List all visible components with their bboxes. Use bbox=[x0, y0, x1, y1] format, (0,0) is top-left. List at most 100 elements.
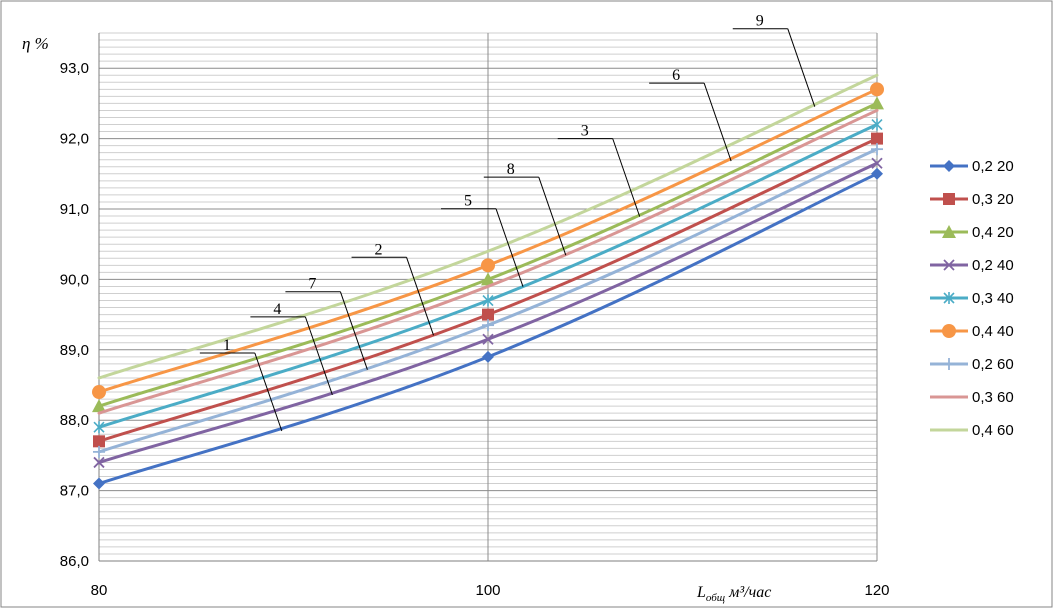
marker-circle bbox=[870, 82, 884, 97]
annotation-3: 3 bbox=[557, 123, 641, 217]
series-line-9 bbox=[97, 73, 879, 380]
x-axis-label: Lобщ м³/час bbox=[696, 584, 771, 604]
legend-entry: 0,4 60 bbox=[930, 422, 1014, 439]
data-point bbox=[871, 118, 883, 131]
data-point bbox=[482, 319, 494, 332]
y-tick-label: 88,0 bbox=[60, 412, 89, 429]
legend-marker bbox=[943, 160, 955, 172]
marker-triangle bbox=[92, 399, 106, 413]
data-point bbox=[93, 435, 105, 448]
annotation-label: 1 bbox=[223, 337, 231, 354]
annotation-leader bbox=[538, 177, 567, 256]
marker-circle bbox=[481, 258, 495, 273]
y-tick-label: 92,0 bbox=[60, 131, 89, 148]
y-axis-label: η % bbox=[22, 34, 49, 53]
y-tick-label: 90,0 bbox=[60, 271, 89, 288]
legend-entry: 0,4 20 bbox=[930, 224, 1014, 241]
annotation-label: 3 bbox=[581, 123, 589, 140]
marker-circle bbox=[942, 324, 956, 338]
data-point bbox=[482, 333, 494, 345]
marker-triangle bbox=[870, 96, 884, 110]
marker-square bbox=[93, 435, 105, 448]
marker-x bbox=[943, 259, 955, 271]
legend-label: 0,2 40 bbox=[972, 257, 1014, 274]
annotation-leader bbox=[254, 352, 283, 432]
x-tick-label: 100 bbox=[475, 582, 500, 599]
y-tick-label: 91,0 bbox=[60, 201, 89, 218]
annotation-9: 9 bbox=[732, 13, 816, 107]
data-point bbox=[871, 167, 883, 180]
annotation-label: 8 bbox=[507, 161, 515, 178]
x-axis-label-sub: общ bbox=[706, 592, 725, 604]
marker-square bbox=[943, 193, 955, 205]
data-point bbox=[482, 308, 494, 321]
legend: 0,2 20 0,3 20 0,4 20 0,2 40 0,3 40 0,4 40 0,2 … bbox=[930, 158, 1014, 439]
legend-marker bbox=[943, 358, 955, 370]
legend-entry: 0,2 20 bbox=[930, 158, 1014, 175]
annotation-leader bbox=[612, 138, 641, 217]
data-point bbox=[871, 157, 883, 169]
annotation-leader bbox=[787, 28, 816, 107]
annotation-7: 7 bbox=[285, 276, 368, 370]
axes: 86,0 87,0 88,0 89,0 90,0 91,0 92,0 93,0 80 100 120 bbox=[60, 33, 890, 599]
annotations: 1 4 7 2 5 8 3 6 9 bbox=[199, 13, 816, 432]
series-line-8 bbox=[97, 108, 879, 415]
legend-entry: 0,4 40 bbox=[930, 323, 1014, 340]
legend-entry: 0,2 60 bbox=[930, 356, 1014, 373]
data-point bbox=[870, 82, 884, 97]
legend-marker bbox=[942, 225, 956, 238]
data-point bbox=[870, 96, 884, 110]
y-tick-label: 93,0 bbox=[60, 60, 89, 77]
legend-label: 0,4 20 bbox=[972, 224, 1014, 241]
annotation-1: 1 bbox=[199, 337, 283, 432]
legend-label: 0,3 60 bbox=[972, 389, 1014, 406]
marker-triangle bbox=[481, 272, 495, 286]
data-point bbox=[482, 294, 494, 307]
legend-marker bbox=[942, 324, 956, 338]
x-axis-label-unit: м³/час bbox=[728, 584, 771, 601]
annotation-leader bbox=[339, 291, 368, 370]
data-point bbox=[871, 143, 883, 156]
data-point bbox=[93, 421, 105, 434]
marker-x bbox=[871, 157, 883, 169]
legend-label: 0,4 60 bbox=[972, 422, 1014, 439]
annotation-4: 4 bbox=[250, 301, 333, 396]
marker-diamond bbox=[482, 350, 494, 363]
data-point bbox=[481, 258, 495, 273]
annotation-5: 5 bbox=[441, 193, 524, 287]
y-tick-label: 87,0 bbox=[60, 483, 89, 500]
marker-diamond bbox=[871, 167, 883, 180]
legend-marker bbox=[943, 292, 955, 304]
x-axis-label-main: L bbox=[696, 584, 706, 601]
marker-diamond bbox=[93, 477, 105, 490]
marker-x bbox=[482, 333, 494, 345]
legend-entry: 0,3 60 bbox=[930, 389, 1014, 406]
data-point bbox=[93, 456, 105, 469]
data-point bbox=[93, 477, 105, 490]
annotation-6: 6 bbox=[649, 67, 732, 162]
marker-circle bbox=[92, 385, 106, 400]
marker-triangle bbox=[942, 225, 956, 238]
annotation-label: 5 bbox=[464, 193, 472, 210]
legend-entry: 0,3 40 bbox=[930, 290, 1014, 307]
annotation-label: 9 bbox=[756, 13, 764, 30]
annotation-label: 7 bbox=[308, 276, 316, 293]
annotation-leader bbox=[495, 208, 524, 287]
annotation-2: 2 bbox=[351, 241, 435, 336]
legend-label: 0,3 20 bbox=[972, 191, 1014, 208]
legend-label: 0,3 40 bbox=[972, 290, 1014, 307]
marker-square bbox=[482, 308, 494, 321]
legend-entry: 0,3 20 bbox=[930, 191, 1014, 208]
x-tick-label: 80 bbox=[91, 582, 108, 599]
marker-square bbox=[871, 132, 883, 145]
series-lines bbox=[92, 73, 884, 490]
annotation-leader bbox=[304, 316, 333, 396]
x-tick-label: 120 bbox=[864, 582, 889, 599]
legend-label: 0,2 60 bbox=[972, 356, 1014, 373]
data-point bbox=[482, 350, 494, 363]
data-point bbox=[93, 445, 105, 458]
annotation-label: 2 bbox=[375, 241, 383, 258]
